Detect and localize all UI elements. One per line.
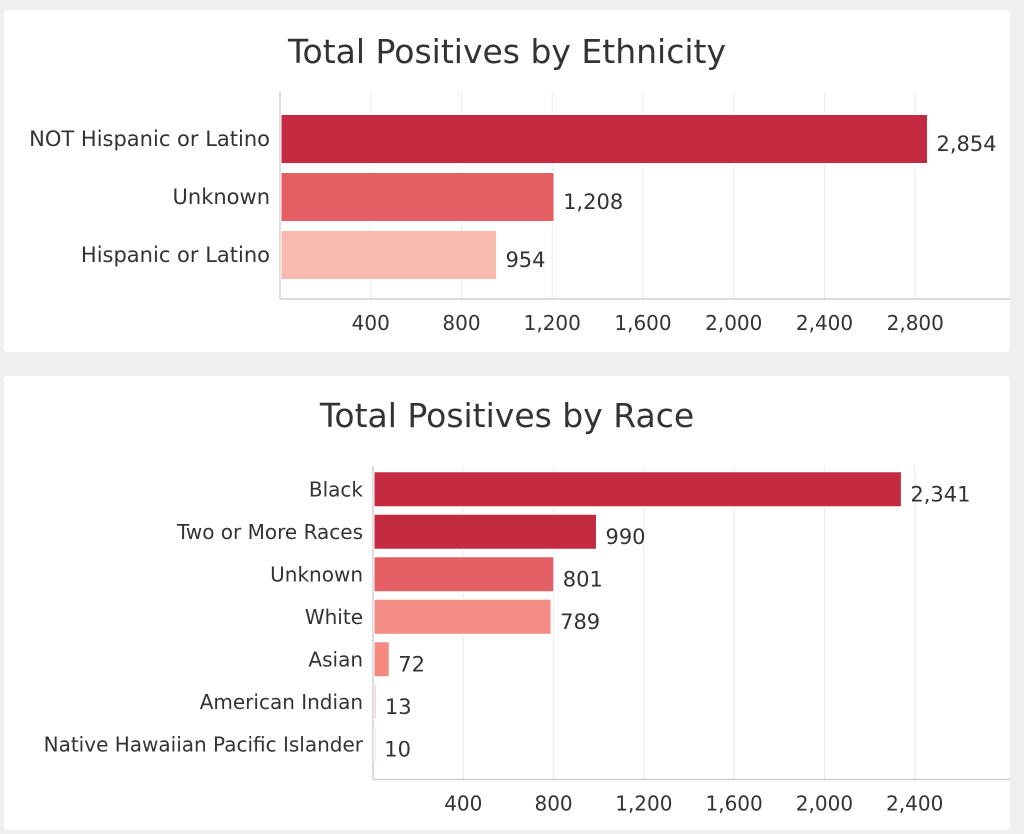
race-bar-chart: Black 2,341 Two or More Races 990 Unknown 801… bbox=[44, 466, 1010, 816]
value-label: 990 bbox=[605, 525, 645, 549]
value-label: 13 bbox=[385, 695, 412, 719]
category-label: Asian bbox=[308, 647, 363, 671]
x-tick-label: 1,600 bbox=[706, 792, 763, 816]
bar[interactable] bbox=[373, 641, 390, 678]
bar[interactable] bbox=[373, 683, 377, 720]
x-tick-label: 800 bbox=[442, 311, 480, 335]
category-label: White bbox=[305, 605, 363, 629]
ethnicity-chart-card: Total Positives by Ethnicity NOT Hispani… bbox=[4, 10, 1010, 352]
category-label: NOT Hispanic or Latino bbox=[29, 127, 270, 151]
category-label: Native Hawaiian Pacific Islander bbox=[44, 732, 364, 756]
x-tick-label: 400 bbox=[444, 792, 482, 816]
value-label: 2,341 bbox=[910, 482, 970, 506]
race-chart-title: Total Positives by Race bbox=[319, 396, 695, 435]
value-label: 789 bbox=[560, 610, 600, 634]
category-label: Hispanic or Latino bbox=[81, 243, 270, 267]
x-tick-label: 1,200 bbox=[615, 792, 672, 816]
bar[interactable] bbox=[373, 471, 902, 508]
bar[interactable] bbox=[373, 598, 552, 635]
x-tick-label: 2,000 bbox=[705, 311, 762, 335]
category-label: American Indian bbox=[200, 690, 363, 714]
x-tick-label: 2,400 bbox=[796, 311, 853, 335]
ethnicity-bar-chart: NOT Hispanic or Latino 2,854 Unknown 1,208 H… bbox=[29, 92, 1010, 335]
ethnicity-chart-title: Total Positives by Ethnicity bbox=[288, 32, 726, 71]
x-tick-label: 1,200 bbox=[524, 311, 581, 335]
x-tick-label: 800 bbox=[534, 792, 572, 816]
bar[interactable] bbox=[373, 556, 555, 593]
value-label: 2,854 bbox=[937, 132, 997, 156]
category-label: Black bbox=[309, 477, 364, 501]
value-label: 954 bbox=[505, 248, 545, 272]
x-tick-label: 2,000 bbox=[796, 792, 853, 816]
race-chart-card: Total Positives by Race Black 2,341 Two or… bbox=[4, 376, 1010, 830]
value-label: 10 bbox=[384, 737, 411, 761]
x-tick-label: 400 bbox=[352, 311, 390, 335]
value-label: 72 bbox=[398, 652, 425, 676]
x-tick-label: 1,600 bbox=[614, 311, 671, 335]
value-label: 801 bbox=[563, 567, 603, 591]
bar[interactable] bbox=[373, 726, 377, 763]
bar[interactable] bbox=[280, 172, 555, 222]
bar[interactable] bbox=[280, 230, 497, 280]
category-label: Unknown bbox=[173, 185, 270, 209]
x-tick-label: 2,400 bbox=[886, 792, 943, 816]
category-label: Two or More Races bbox=[176, 520, 363, 544]
x-tick-label: 2,800 bbox=[887, 311, 944, 335]
value-label: 1,208 bbox=[563, 190, 623, 214]
bar[interactable] bbox=[373, 513, 597, 550]
bar[interactable] bbox=[280, 114, 929, 164]
category-label: Unknown bbox=[270, 562, 363, 586]
